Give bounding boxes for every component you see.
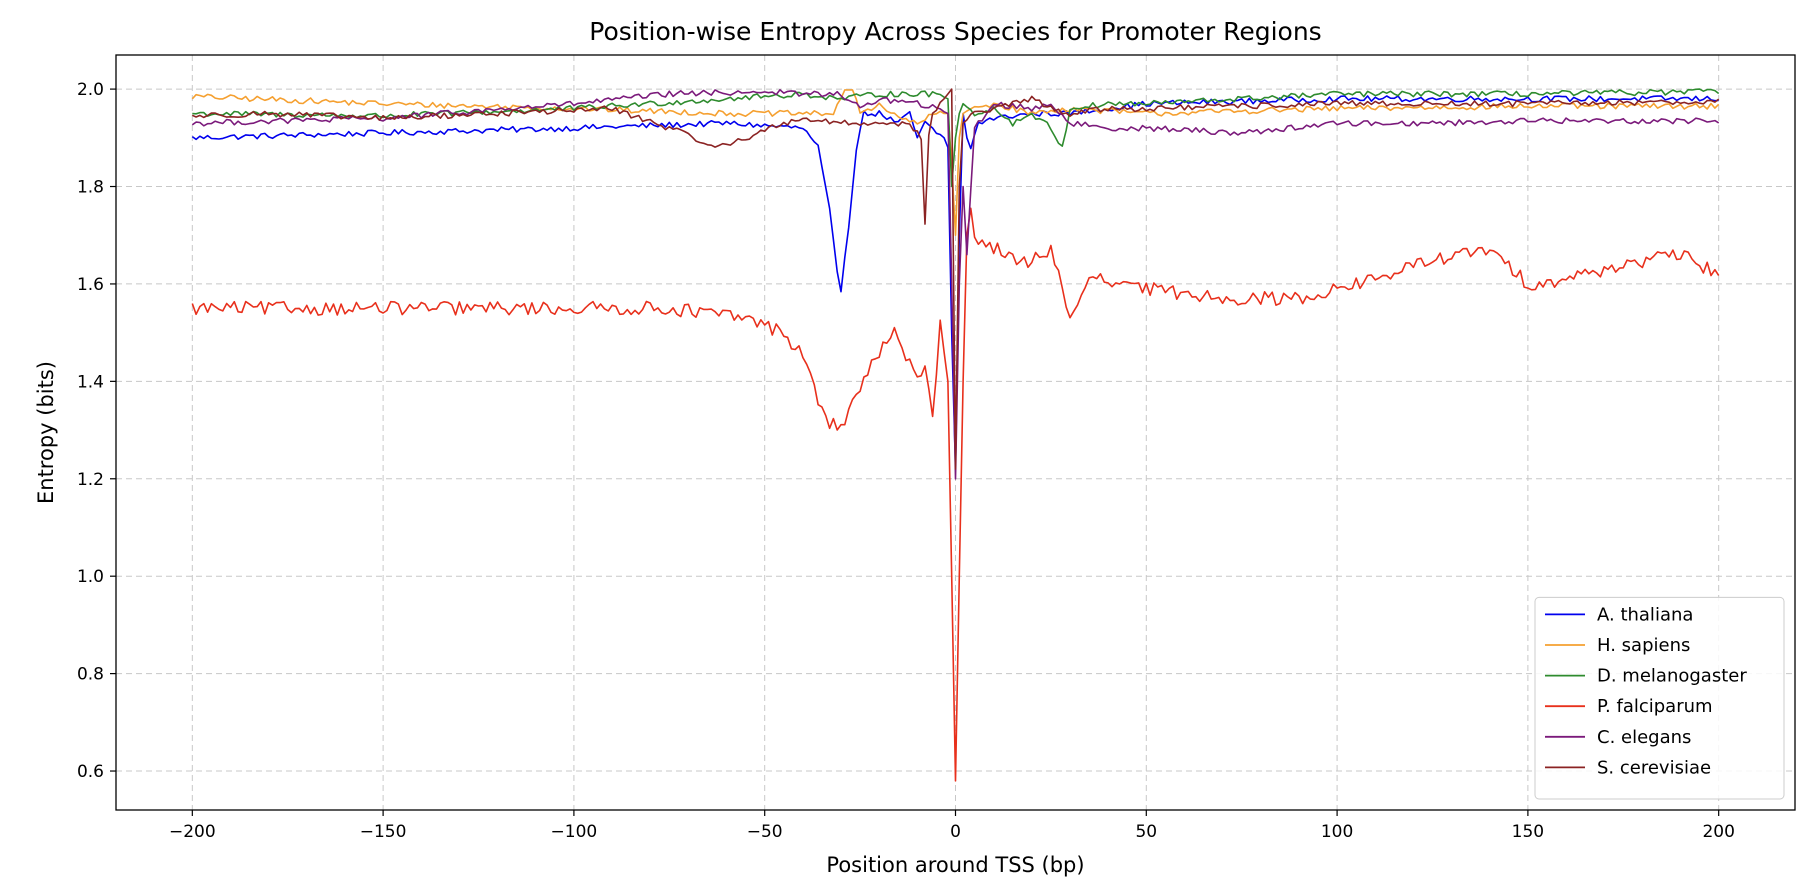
y-tick-label: 1.4 (77, 372, 104, 392)
legend-label-0: A. thaliana (1597, 604, 1693, 625)
x-tick-label: −150 (360, 822, 407, 842)
y-tick-label: 2.0 (77, 80, 104, 100)
y-tick-label: 1.8 (77, 178, 104, 198)
x-tick-label: 100 (1321, 822, 1353, 842)
legend-label-1: H. sapiens (1597, 635, 1690, 656)
x-tick-label: 150 (1512, 822, 1544, 842)
legend: A. thaliana H. sapiens D. melanogaster P. f… (1534, 596, 1785, 800)
legend-box (1534, 596, 1785, 800)
y-tick-label: 1.6 (77, 275, 104, 295)
legend-label-3: P. falciparum (1597, 696, 1713, 717)
series-line-3 (191, 207, 1720, 782)
grid-layer (116, 55, 1795, 810)
ticks-layer: −200 −150 −100 −50 0 50 100 150 200 0.6 0.8 1.0 1.2 1… (77, 80, 1735, 842)
chart-title: Position-wise Entropy Across Species for… (589, 17, 1321, 46)
legend-label-4: C. elegans (1597, 727, 1691, 748)
y-tick-label: 0.8 (77, 665, 104, 685)
x-tick-label: −200 (169, 822, 216, 842)
series-line-1 (191, 89, 1720, 236)
y-axis-title: Entropy (bits) (34, 361, 58, 504)
x-tick-label: −100 (551, 822, 598, 842)
legend-label-2: D. melanogaster (1597, 666, 1747, 687)
series-line-5 (191, 88, 1720, 470)
x-axis-title: Position around TSS (bp) (826, 853, 1084, 877)
y-tick-label: 0.6 (77, 762, 104, 782)
x-tick-label: 0 (950, 822, 961, 842)
legend-label-5: S. cerevisiae (1597, 757, 1711, 778)
x-tick-label: 200 (1702, 822, 1734, 842)
series-layer (191, 88, 1720, 782)
y-tick-label: 1.0 (77, 567, 104, 587)
series-line-4 (191, 89, 1720, 480)
y-tick-label: 1.2 (77, 470, 104, 490)
x-tick-label: −50 (747, 822, 783, 842)
x-tick-label: 50 (1135, 822, 1157, 842)
